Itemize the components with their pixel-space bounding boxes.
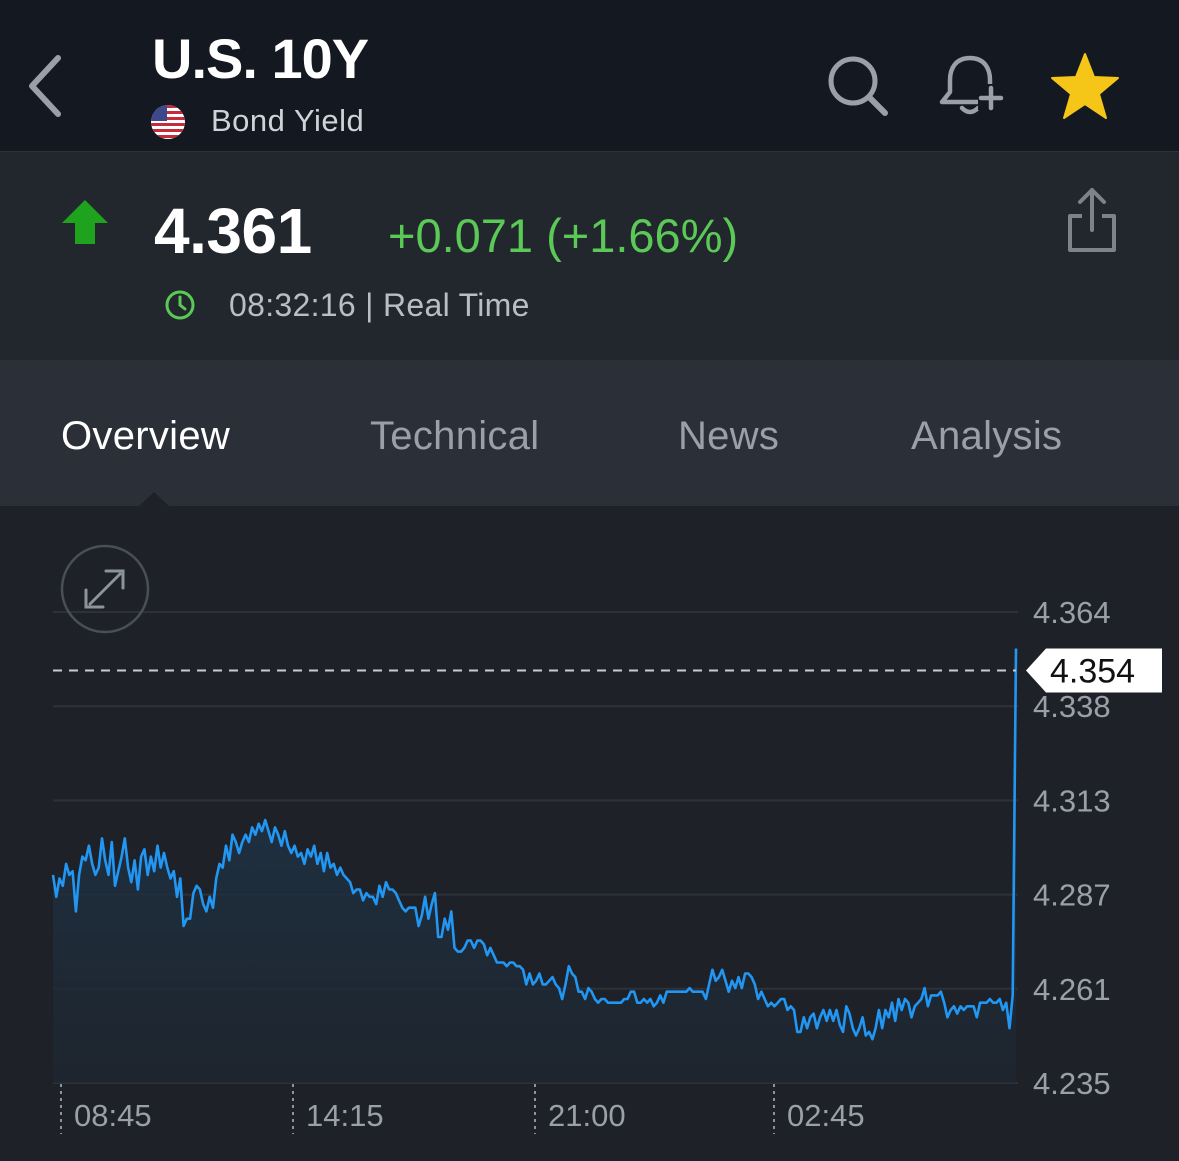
quote-time: 08:32:16: [229, 287, 356, 323]
active-tab-indicator: [137, 492, 171, 508]
x-tick-label: 14:15: [306, 1098, 384, 1133]
share-button[interactable]: [1062, 186, 1122, 254]
x-tick-label: 02:45: [787, 1098, 865, 1133]
current-value-label: 4.354: [1050, 653, 1135, 691]
star-icon: [1051, 53, 1119, 119]
us-flag-icon: [151, 105, 185, 139]
tab-technical[interactable]: Technical: [370, 414, 540, 458]
share-icon: [1068, 188, 1116, 252]
expand-icon: [84, 569, 125, 609]
y-tick-label: 4.338: [1033, 689, 1111, 724]
search-button[interactable]: [826, 54, 890, 118]
instrument-title: U.S. 10Y: [152, 27, 369, 90]
realtime-label: | Real Time: [365, 287, 530, 323]
top-bar: U.S. 10Y Bond Yield: [0, 0, 1179, 152]
search-icon: [828, 56, 888, 116]
price-line: [51, 648, 1018, 1041]
tab-analysis[interactable]: Analysis: [911, 414, 1063, 458]
y-tick-label: 4.364: [1033, 595, 1111, 630]
add-alert-button[interactable]: [938, 52, 1006, 120]
tab-overview[interactable]: Overview: [61, 414, 231, 458]
chart-area-fill: [53, 648, 1016, 1083]
expand-chart-button[interactable]: [60, 544, 150, 634]
y-tick-label: 4.287: [1033, 878, 1111, 913]
tab-news[interactable]: News: [678, 414, 780, 458]
quote-time-info: 08:32:16 | Real Time: [229, 286, 530, 324]
price-chart: 08:45 14:15 21:00 02:45 4.364 4.338 4.313 4.28…: [0, 506, 1179, 1156]
chart-canvas: 08:45 14:15 21:00 02:45 4.364 4.338 4.313 4.28…: [51, 544, 1162, 1134]
bell-plus-icon: [939, 55, 1004, 115]
x-tick-label: 21:00: [548, 1098, 626, 1133]
back-button[interactable]: [22, 52, 72, 120]
quote-panel: 4.361 +0.071 (+1.66%) 08:32:16 | Real Ti…: [0, 152, 1179, 360]
last-price: 4.361: [154, 195, 312, 267]
tab-bar: Overview Technical News Analysis: [0, 360, 1179, 508]
favorite-button[interactable]: [1050, 52, 1120, 120]
current-value-badge: 4.354: [1026, 648, 1162, 693]
y-tick-label: 4.261: [1033, 972, 1111, 1007]
chevron-left-icon: [29, 55, 61, 117]
arrow-up-icon: [62, 200, 108, 244]
y-tick-label: 4.235: [1033, 1066, 1111, 1101]
y-tick-label: 4.313: [1033, 783, 1111, 818]
price-change: +0.071 (+1.66%): [388, 209, 739, 262]
x-tick-label: 08:45: [74, 1098, 152, 1133]
clock-icon: [165, 290, 195, 320]
instrument-subtitle: Bond Yield: [211, 103, 365, 138]
